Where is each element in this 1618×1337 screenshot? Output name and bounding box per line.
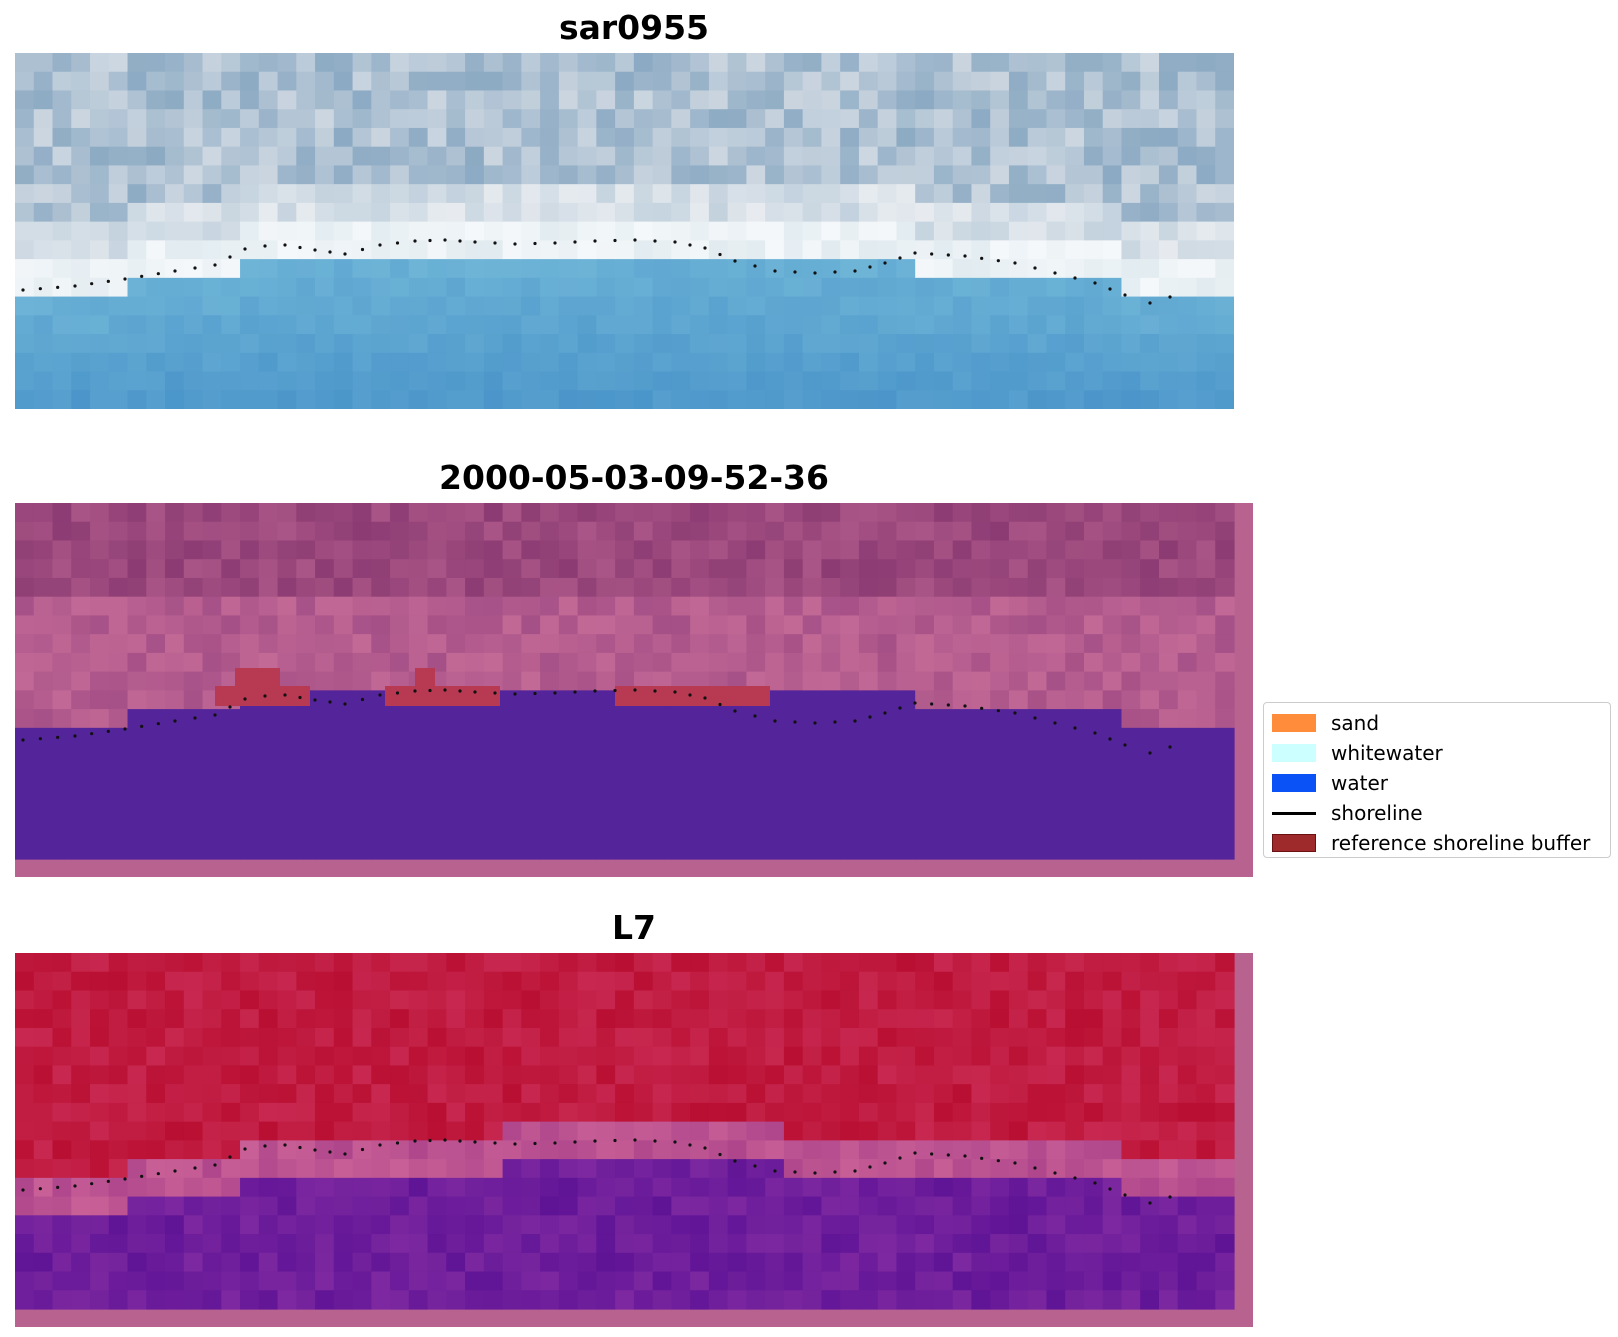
legend-swatch-reference-buffer	[1272, 834, 1316, 852]
shoreline-dots-classified	[21, 688, 1172, 755]
legend-label-sand: sand	[1331, 711, 1380, 735]
classified-image-panel	[15, 503, 1253, 877]
panel-title-rgb: sar0955	[558, 8, 710, 47]
legend-swatch-water	[1272, 774, 1316, 792]
index-image-panel	[15, 953, 1253, 1327]
index-image	[15, 953, 1253, 1327]
legend-label-reference-buffer: reference shoreline buffer	[1331, 831, 1591, 855]
shoreline-dots-rgb	[21, 238, 1172, 305]
shoreline-dots-index	[21, 1138, 1172, 1205]
rgb-image	[15, 53, 1234, 409]
rgb-image-panel	[15, 53, 1234, 409]
legend-swatch-shoreline	[1272, 812, 1316, 815]
legend-label-whitewater: whitewater	[1331, 741, 1443, 765]
legend: sand whitewater water shoreline referenc…	[1263, 702, 1611, 858]
classified-image	[15, 503, 1253, 877]
legend-swatch-sand	[1272, 714, 1316, 732]
legend-label-shoreline: shoreline	[1331, 801, 1423, 825]
legend-label-water: water	[1331, 771, 1388, 795]
panel-title-classified: 2000-05-03-09-52-36	[439, 458, 829, 497]
panel-title-index: L7	[612, 908, 656, 947]
legend-swatch-whitewater	[1272, 744, 1316, 762]
